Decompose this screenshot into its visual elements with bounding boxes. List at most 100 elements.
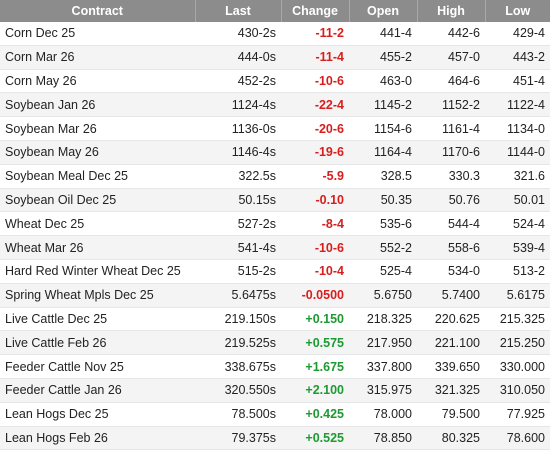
table-header-row: Contract Last Change Open High Low <box>0 0 550 22</box>
open-price-cell: 535-6 <box>349 211 417 237</box>
open-price-cell: 217.950 <box>349 330 417 356</box>
table-row[interactable]: Spring Wheat Mpls Dec 25 5.6475s -0.0500 5.… <box>0 283 550 308</box>
open-price-cell: 1164-4 <box>349 140 417 165</box>
contract-cell[interactable]: Corn Mar 26 <box>0 45 195 70</box>
table-row[interactable]: Soybean Meal Dec 25 322.5s -5.9 328.5 330.3 3… <box>0 164 550 189</box>
contract-cell[interactable]: Wheat Mar 26 <box>0 235 195 260</box>
last-price-cell: 1136-0s <box>195 116 281 141</box>
table-row[interactable]: Feeder Cattle Nov 25 338.675s +1.675 337.80… <box>0 354 550 379</box>
open-price-cell: 463-0 <box>349 69 417 94</box>
table-row[interactable]: Soybean May 26 1146-4s -19-6 1164-4 1170-6 11… <box>0 140 550 165</box>
table-row[interactable]: Corn Mar 26 444-0s -11-4 455-2 457-0 443-2 <box>0 45 550 70</box>
table-row[interactable]: Hard Red Winter Wheat Dec 25 515-2s -10-4 5… <box>0 259 550 284</box>
last-price-cell: 1124-4s <box>195 92 281 118</box>
column-header-high[interactable]: High <box>417 0 486 22</box>
table-row[interactable]: Soybean Mar 26 1136-0s -20-6 1154-6 1161-4 11… <box>0 116 550 141</box>
contract-cell[interactable]: Corn May 26 <box>0 69 195 94</box>
change-cell: -10-6 <box>281 235 349 260</box>
open-price-cell: 441-4 <box>349 22 417 46</box>
change-cell: +1.675 <box>281 354 349 379</box>
last-price-cell: 1146-4s <box>195 140 281 165</box>
contract-cell[interactable]: Spring Wheat Mpls Dec 25 <box>0 283 195 308</box>
table-row[interactable]: Wheat Mar 26 541-4s -10-6 552-2 558-6 539-4 <box>0 235 550 260</box>
last-price-cell: 79.375s <box>195 426 281 450</box>
change-cell: +0.525 <box>281 426 349 450</box>
last-price-cell: 219.525s <box>195 330 281 356</box>
high-price-cell: 442-6 <box>417 22 485 46</box>
change-cell: -10-4 <box>281 259 349 284</box>
high-price-cell: 321.325 <box>417 378 485 403</box>
low-price-cell: 215.325 <box>485 307 550 332</box>
last-price-cell: 452-2s <box>195 69 281 94</box>
last-price-cell: 50.15s <box>195 188 281 213</box>
table-row[interactable]: Live Cattle Dec 25 219.150s +0.150 218.325 2… <box>0 307 550 332</box>
high-price-cell: 50.76 <box>417 188 485 213</box>
change-cell: -8-4 <box>281 211 349 237</box>
table-body: Corn Dec 25 430-2s -11-2 441-4 442-6 429-4 Cor… <box>0 22 550 450</box>
column-header-contract[interactable]: Contract <box>0 0 196 22</box>
low-price-cell: 321.6 <box>485 164 550 189</box>
last-price-cell: 78.500s <box>195 402 281 427</box>
column-header-low[interactable]: Low <box>485 0 550 22</box>
table-row[interactable]: Lean Hogs Dec 25 78.500s +0.425 78.000 79.50… <box>0 402 550 427</box>
change-cell: +0.575 <box>281 330 349 356</box>
high-price-cell: 339.650 <box>417 354 485 379</box>
low-price-cell: 330.000 <box>485 354 550 379</box>
contract-cell[interactable]: Soybean May 26 <box>0 140 195 165</box>
last-price-cell: 320.550s <box>195 378 281 403</box>
last-price-cell: 338.675s <box>195 354 281 379</box>
contract-cell[interactable]: Hard Red Winter Wheat Dec 25 <box>0 259 195 284</box>
open-price-cell: 78.850 <box>349 426 417 450</box>
low-price-cell: 451-4 <box>485 69 550 94</box>
last-price-cell: 444-0s <box>195 45 281 70</box>
change-cell: -22-4 <box>281 92 349 118</box>
column-header-open[interactable]: Open <box>349 0 418 22</box>
open-price-cell: 78.000 <box>349 402 417 427</box>
table-row[interactable]: Feeder Cattle Jan 26 320.550s +2.100 315.97… <box>0 378 550 403</box>
contract-cell[interactable]: Live Cattle Feb 26 <box>0 330 195 356</box>
contract-cell[interactable]: Soybean Jan 26 <box>0 92 195 118</box>
open-price-cell: 1145-2 <box>349 92 417 118</box>
change-cell: -11-2 <box>281 22 349 46</box>
contract-cell[interactable]: Live Cattle Dec 25 <box>0 307 195 332</box>
high-price-cell: 457-0 <box>417 45 485 70</box>
high-price-cell: 220.625 <box>417 307 485 332</box>
contract-cell[interactable]: Feeder Cattle Jan 26 <box>0 378 195 403</box>
contract-cell[interactable]: Lean Hogs Dec 25 <box>0 402 195 427</box>
contract-cell[interactable]: Soybean Oil Dec 25 <box>0 188 195 213</box>
contract-cell[interactable]: Soybean Mar 26 <box>0 116 195 141</box>
open-price-cell: 455-2 <box>349 45 417 70</box>
column-header-last[interactable]: Last <box>195 0 282 22</box>
open-price-cell: 552-2 <box>349 235 417 260</box>
contract-cell[interactable]: Corn Dec 25 <box>0 22 195 46</box>
high-price-cell: 1152-2 <box>417 92 485 118</box>
table-row[interactable]: Live Cattle Feb 26 219.525s +0.575 217.950 2… <box>0 330 550 356</box>
high-price-cell: 1161-4 <box>417 116 485 141</box>
high-price-cell: 1170-6 <box>417 140 485 165</box>
contract-cell[interactable]: Feeder Cattle Nov 25 <box>0 354 195 379</box>
open-price-cell: 525-4 <box>349 259 417 284</box>
last-price-cell: 541-4s <box>195 235 281 260</box>
high-price-cell: 464-6 <box>417 69 485 94</box>
high-price-cell: 79.500 <box>417 402 485 427</box>
table-row[interactable]: Lean Hogs Feb 26 79.375s +0.525 78.850 80.32… <box>0 426 550 450</box>
table-row[interactable]: Corn Dec 25 430-2s -11-2 441-4 442-6 429-4 <box>0 22 550 46</box>
table-row[interactable]: Wheat Dec 25 527-2s -8-4 535-6 544-4 524-4 <box>0 211 550 237</box>
table-row[interactable]: Soybean Jan 26 1124-4s -22-4 1145-2 1152-2 11… <box>0 92 550 118</box>
low-price-cell: 310.050 <box>485 378 550 403</box>
table-row[interactable]: Soybean Oil Dec 25 50.15s -0.10 50.35 50.76 5… <box>0 188 550 213</box>
open-price-cell: 50.35 <box>349 188 417 213</box>
contract-cell[interactable]: Wheat Dec 25 <box>0 211 195 237</box>
contract-cell[interactable]: Lean Hogs Feb 26 <box>0 426 195 450</box>
low-price-cell: 524-4 <box>485 211 550 237</box>
contract-cell[interactable]: Soybean Meal Dec 25 <box>0 164 195 189</box>
table-row[interactable]: Corn May 26 452-2s -10-6 463-0 464-6 451-4 <box>0 69 550 94</box>
high-price-cell: 221.100 <box>417 330 485 356</box>
last-price-cell: 527-2s <box>195 211 281 237</box>
high-price-cell: 534-0 <box>417 259 485 284</box>
column-header-change[interactable]: Change <box>281 0 350 22</box>
open-price-cell: 1154-6 <box>349 116 417 141</box>
change-cell: -0.10 <box>281 188 349 213</box>
change-cell: -11-4 <box>281 45 349 70</box>
